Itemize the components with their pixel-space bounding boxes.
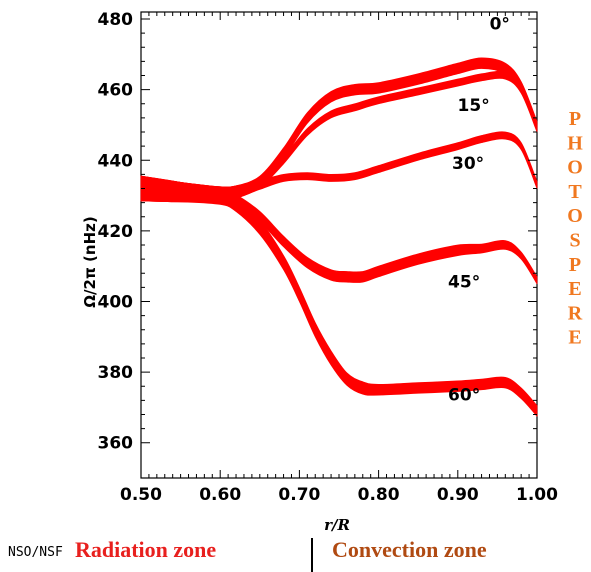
photosphere-letter: E [568,278,581,300]
x-tick-labels: 0.50 0.60 0.70 0.80 0.90 1.00 [120,485,558,505]
y-tick-label: 420 [98,222,134,242]
series-label: 15° [458,96,490,116]
x-tick-label: 0.60 [199,485,241,505]
y-tick-label: 360 [98,434,134,454]
series-label: 0° [490,15,510,35]
y-tick-label: 440 [98,151,134,171]
photosphere-letter: O [567,205,583,227]
series-labels: 0° 15° 30° 45° 60° [448,15,510,406]
y-tick-labels: 360 380 400 420 440 460 480 [98,10,134,454]
series-label: 60° [448,385,480,405]
axis-ticks [140,12,538,478]
y-tick-label: 400 [98,292,134,312]
y-tick-label: 460 [98,81,134,101]
y-tick-label: 380 [98,363,134,383]
photosphere-letter: S [569,230,580,252]
credit-text: NSO/NSF [8,545,63,560]
zone-divider [311,538,313,572]
radiation-zone-label: Radiation zone [75,537,217,562]
tick-marks [140,12,538,478]
y-tick-label: 480 [98,10,134,30]
x-axis-label: r/R [324,516,350,534]
photosphere-letter: T [568,181,582,203]
x-tick-label: 0.50 [120,485,162,505]
photosphere-letter: H [567,132,583,154]
x-tick-label: 0.90 [437,485,479,505]
series-label: 45° [448,272,480,292]
photosphere-letter: E [568,327,581,349]
rotation-band [140,175,538,417]
rotation-bands [140,57,538,417]
series-label: 30° [452,154,484,174]
convection-zone-label: Convection zone [332,537,487,562]
photosphere-letter: P [569,254,581,276]
x-tick-label: 0.70 [278,485,320,505]
y-axis-label: Ω/2π (nHz) [81,216,99,307]
photosphere-letter: P [569,108,581,130]
photosphere-letter: O [567,157,583,179]
photosphere-letter: R [568,302,583,324]
x-tick-label: 1.00 [516,485,558,505]
x-tick-label: 0.80 [358,485,400,505]
